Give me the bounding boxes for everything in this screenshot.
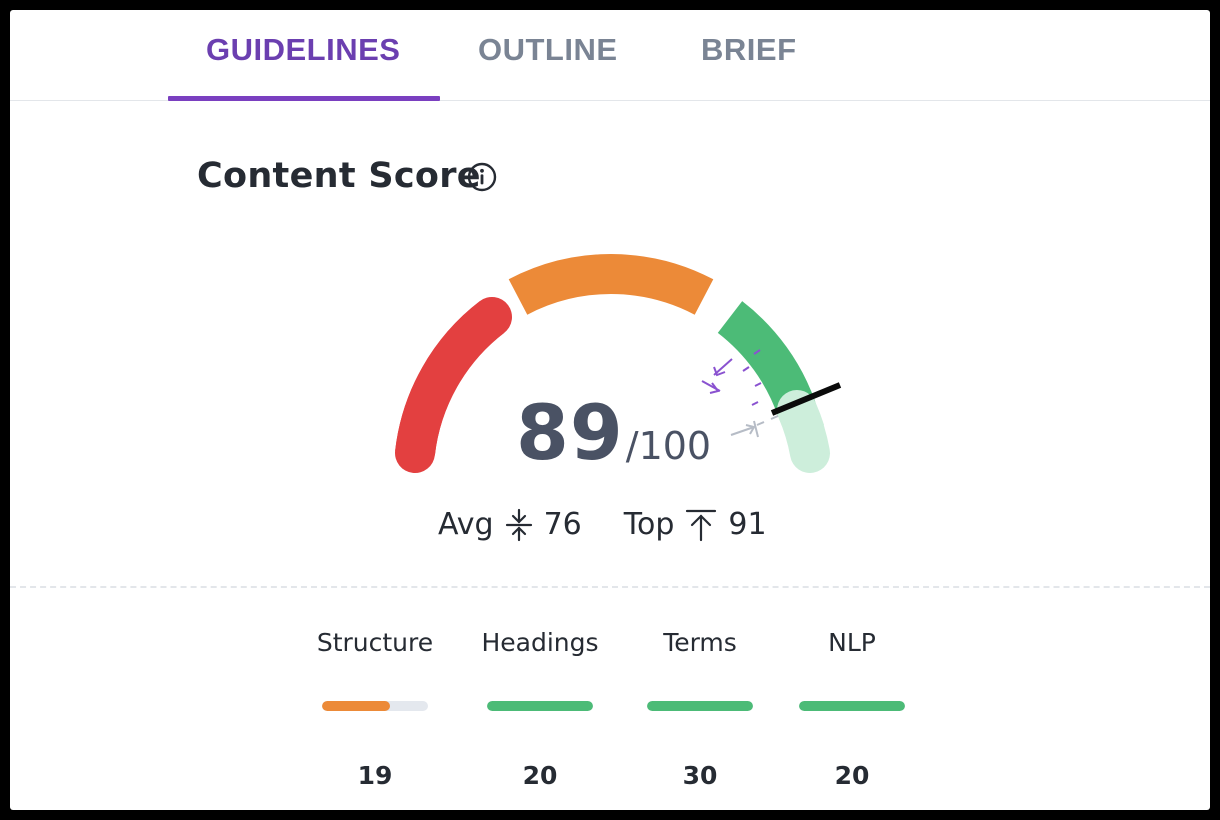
score-readout: 89/100 [516,388,711,477]
category-structure: Structure 19 [295,628,455,790]
score-gauge [395,254,842,473]
category-progress-fill [322,701,390,711]
category-label: NLP [828,628,876,657]
category-terms: Terms 30 [620,628,780,790]
tab-outline[interactable]: OUTLINE [478,32,618,67]
category-progress-bar [322,701,428,711]
category-progress-bar [647,701,753,711]
avg-label: Avg [438,507,494,542]
category-progress-bar [487,701,593,711]
category-headings: Headings 20 [460,628,620,790]
top-marker [730,415,779,438]
section-divider [10,586,1210,588]
tab-brief[interactable]: BRIEF [701,32,797,67]
category-label: Headings [481,628,599,657]
category-label: Terms [663,628,737,657]
top-value: 91 [728,507,767,542]
category-nlp: NLP 20 [772,628,932,790]
category-progress-bar [799,701,905,711]
category-value: 19 [357,761,393,790]
avg-compress-icon [505,508,532,541]
category-value: 20 [522,761,558,790]
category-progress-fill [647,701,753,711]
score-value: 89 [516,388,624,477]
section-title: Content Score [197,156,481,196]
category-value: 30 [682,761,718,790]
score-benchmarks: Avg 76 Top 91 [438,507,767,542]
avg-value: 76 [543,507,582,542]
tab-guidelines[interactable]: GUIDELINES [206,32,401,67]
avg-marker [701,349,762,406]
gauge-segment-orange [508,254,714,315]
category-progress-fill [799,701,905,711]
gauge-needle [770,382,842,416]
tab-bar: GUIDELINES OUTLINE BRIEF [10,10,1210,101]
top-arrow-icon [686,509,717,541]
top-label: Top [623,507,675,542]
category-progress-fill [487,701,593,711]
score-max: /100 [625,424,712,468]
category-label: Structure [316,628,434,657]
category-value: 20 [834,761,870,790]
active-tab-indicator [168,96,440,101]
content-score-panel: GUIDELINES OUTLINE BRIEF Content Score [10,10,1210,810]
info-icon[interactable] [467,162,497,192]
